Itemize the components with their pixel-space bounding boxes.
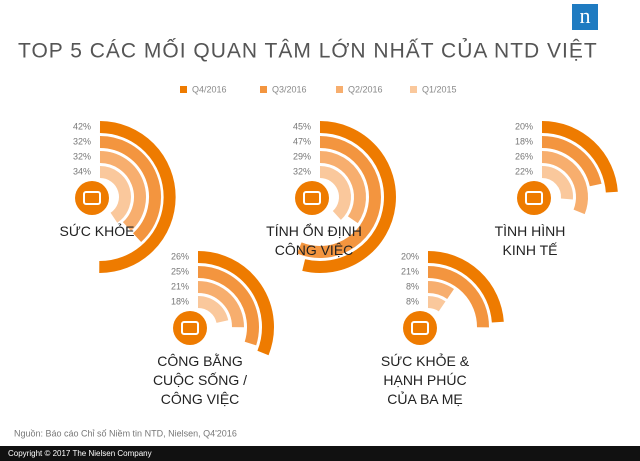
category-label: TÌNH HÌNH KINH TẾ [495, 223, 566, 258]
icon-glyph [525, 191, 543, 205]
category-line: CÔNG VIỆC [161, 391, 240, 407]
icon-glyph [411, 321, 429, 335]
value-label: 47% [293, 136, 311, 146]
value-label: 26% [171, 251, 189, 261]
icon [295, 181, 329, 215]
value-label: 20% [515, 121, 533, 131]
value-label: 29% [293, 151, 311, 161]
legend-swatch [336, 86, 343, 93]
value-label: 45% [293, 121, 311, 131]
legend-swatch [180, 86, 187, 93]
value-label: 34% [73, 166, 91, 176]
category-line: TÌNH HÌNH [495, 223, 566, 239]
arc-bar [427, 296, 446, 312]
value-label: 25% [171, 266, 189, 276]
arc-bar [197, 251, 274, 356]
arc-bar [541, 166, 573, 200]
value-label: 8% [406, 296, 419, 306]
arc-bar [99, 121, 176, 274]
arc-bar [541, 136, 602, 187]
value-label: 20% [401, 251, 419, 261]
arc-bar [427, 251, 504, 323]
value-label: 26% [515, 151, 533, 161]
icon [173, 311, 207, 345]
chart-title: TOP 5 CÁC MỐI QUAN TÂM LỚN NHẤT CỦA NTD … [18, 39, 598, 63]
arc-bar [319, 166, 351, 220]
arc-bar [197, 281, 245, 328]
footer-bar [0, 446, 640, 461]
legend-label: Q2/2016 [348, 84, 383, 94]
legend-label: Q3/2016 [272, 84, 307, 94]
legend-label: Q1/2015 [422, 84, 457, 94]
arc-bar [99, 166, 131, 223]
icon [75, 181, 109, 215]
source: Nguồn: Báo cáo Chỉ số Niềm tin NTD, Niel… [14, 428, 237, 438]
value-label: 32% [293, 166, 311, 176]
value-label: 32% [73, 136, 91, 146]
arc-bar [541, 151, 588, 215]
icon-glyph [83, 191, 101, 205]
arc-bar [319, 151, 366, 224]
value-label: 22% [515, 166, 533, 176]
category-line: HẠNH PHÚC [383, 372, 466, 388]
arc-bar [427, 266, 490, 328]
arc-bar [197, 296, 229, 324]
arc-bar [297, 136, 381, 258]
category-label: CÔNG BẰNG CUỘC SỐNG / CÔNG VIỆC [153, 352, 247, 407]
category-line: SỨC KHỎE & [381, 352, 470, 369]
icon [403, 311, 437, 345]
category-line: SỨC KHỎE [60, 222, 135, 239]
category-label: SỨC KHỎE [60, 222, 135, 239]
category-line: CÔNG BẰNG [157, 352, 243, 369]
value-label: 18% [515, 136, 533, 146]
legend-label: Q4/2016 [192, 84, 227, 94]
logo: n [580, 3, 591, 28]
category-line: KINH TẾ [503, 242, 558, 258]
icon-glyph [303, 191, 321, 205]
arc-bar [197, 266, 259, 346]
value-label: 21% [401, 266, 419, 276]
arc-bar [99, 136, 161, 243]
category-line: CỦA BA MẸ [387, 390, 462, 407]
value-label: 42% [73, 121, 91, 131]
category-line: CUỘC SỐNG / [153, 371, 247, 388]
arc-bar [99, 151, 146, 231]
arc-bar [302, 121, 396, 273]
category-line: TÍNH ỔN ĐỊNH [266, 222, 362, 239]
value-label: 32% [73, 151, 91, 161]
arc-bar [541, 121, 618, 193]
logo-box [572, 4, 598, 30]
copyright: Copyright © 2017 The Nielsen Company [8, 449, 152, 458]
legend-swatch [410, 86, 417, 93]
value-label: 8% [406, 281, 419, 291]
icon-glyph [181, 321, 199, 335]
legend-swatch [260, 86, 267, 93]
category-line: CÔNG VIỆC [275, 242, 354, 258]
arc-bar [427, 281, 454, 300]
value-label: 18% [171, 296, 189, 306]
category-label: TÍNH ỔN ĐỊNH CÔNG VIỆC [266, 222, 362, 258]
category-label: SỨC KHỎE & HẠNH PHÚC CỦA BA MẸ [381, 352, 470, 407]
icon [517, 181, 551, 215]
value-label: 21% [171, 281, 189, 291]
